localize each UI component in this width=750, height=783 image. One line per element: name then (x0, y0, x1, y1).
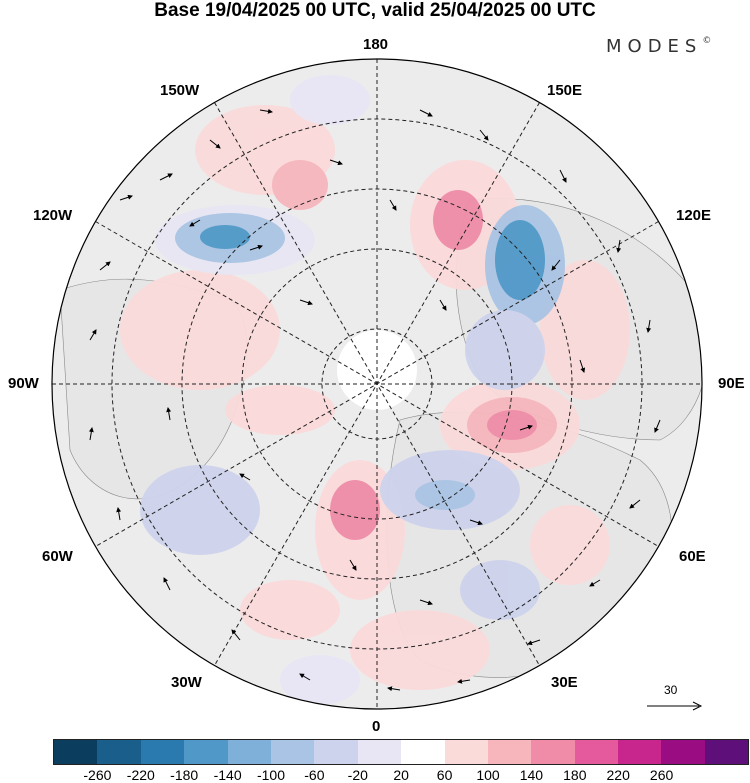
colorbar-swatch (227, 740, 271, 764)
colorbar-swatch (531, 740, 575, 764)
negative-anomaly-shading (140, 75, 565, 705)
colorbar-tick-label: 140 (519, 767, 544, 783)
graticule (52, 59, 702, 709)
lon-label-90w: 90W (8, 375, 39, 392)
colorbar-tick-label: -260 (83, 767, 112, 783)
lon-label-60e: 60E (679, 548, 706, 565)
lon-label-30w: 30W (171, 674, 202, 691)
colorbar-swatch (357, 740, 402, 764)
colorbar-swatch (184, 740, 228, 764)
colorbar-tick-label: -60 (304, 767, 325, 783)
colorbar-tick-label: -220 (126, 767, 155, 783)
lon-label-0: 0 (372, 718, 381, 735)
wind-vectors (88, 108, 661, 692)
colorbar-swatch (401, 740, 445, 764)
colorbar-swatch (97, 740, 141, 764)
colorbar-tick-label: -180 (170, 767, 199, 783)
colorbar-tick-label: 20 (393, 767, 409, 783)
colorbar (53, 739, 750, 765)
wind-scale-label: 30 (664, 683, 678, 697)
colorbar-swatch (314, 740, 358, 764)
colorbar-swatch (704, 740, 749, 764)
positive-anomaly-shading (120, 105, 630, 690)
colorbar-swatch (618, 740, 662, 764)
colorbar-swatch (487, 740, 532, 764)
map-boundary (51, 58, 703, 710)
colorbar-tick-label: 180 (563, 767, 587, 783)
colorbar-swatch (661, 740, 705, 764)
colorbar-swatch (54, 740, 98, 764)
lon-label-180: 180 (363, 36, 389, 53)
colorbar-tick-label: 220 (606, 767, 630, 783)
lon-label-90e: 90E (718, 375, 745, 392)
colorbar-tick-label: -100 (256, 767, 286, 783)
colorbar-swatch (140, 740, 185, 764)
colorbar-tick-label: 260 (649, 767, 674, 783)
wind-scale-arrow-icon (647, 701, 703, 711)
colorbar-swatch (444, 740, 488, 764)
lon-label-30e: 30E (551, 674, 578, 691)
brand-logo: MODES© (606, 36, 712, 57)
colorbar-tick-labels: -260 -220 -180 -140 -100 -60 -20 20 60 100 140 180 2… (0, 767, 750, 783)
colorbar-tick-label: 100 (476, 767, 500, 783)
colorbar-tick-label: -20 (347, 767, 368, 783)
colorbar-swatch (270, 740, 315, 764)
map-title: Base 19/04/2025 00 UTC, valid 25/04/2025… (154, 0, 596, 21)
colorbar-tick-label: -140 (213, 767, 242, 783)
lon-label-60w: 60W (42, 548, 73, 565)
colorbar-tick-label: 60 (436, 767, 453, 783)
colorbar-swatch (574, 740, 619, 764)
lon-label-120w: 120W (33, 207, 73, 224)
lon-label-120e: 120E (676, 207, 712, 224)
lon-label-150w: 150W (160, 82, 200, 99)
lon-label-150e: 150E (547, 82, 583, 99)
